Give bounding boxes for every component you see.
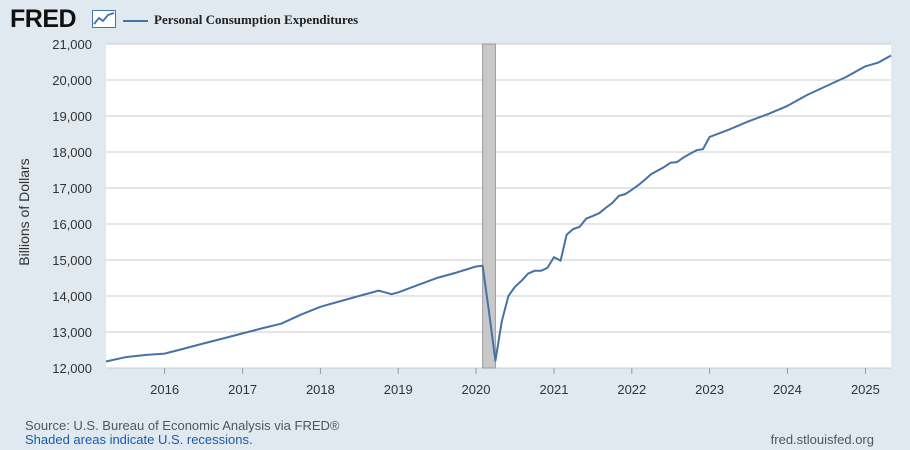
y-axis-label: Billions of Dollars xyxy=(16,158,32,265)
x-tick-label: 2016 xyxy=(150,382,179,397)
y-tick-label: 20,000 xyxy=(52,73,92,88)
x-tick-label: 2017 xyxy=(228,382,257,397)
x-axis-ticks: 2016 2017 2018 2019 2020 2021 2022 2023 2024 2025 xyxy=(150,368,880,397)
y-tick-label: 13,000 xyxy=(52,325,92,340)
y-tick-label: 16,000 xyxy=(52,217,92,232)
x-tick-label: 2021 xyxy=(540,382,569,397)
fred-logo[interactable]: FRED xyxy=(10,5,77,33)
chart-header: FRED Personal Consumption Expenditures xyxy=(0,0,910,40)
x-tick-label: 2025 xyxy=(851,382,880,397)
plot-area xyxy=(106,44,891,368)
legend-label: Personal Consumption Expenditures xyxy=(154,12,359,27)
y-tick-label: 21,000 xyxy=(52,37,92,52)
x-tick-label: 2022 xyxy=(617,382,646,397)
legend-swatch xyxy=(123,20,148,22)
x-tick-label: 2023 xyxy=(695,382,724,397)
x-tick-label: 2018 xyxy=(306,382,335,397)
series-line xyxy=(105,54,892,363)
x-tick-label: 2024 xyxy=(773,382,802,397)
y-tick-label: 19,000 xyxy=(52,109,92,124)
x-tick-label: 2019 xyxy=(384,382,413,397)
y-tick-label: 18,000 xyxy=(52,145,92,160)
y-axis-ticks: 12,000 13,000 14,000 15,000 16,000 17,000 18,0… xyxy=(52,37,92,376)
y-tick-label: 12,000 xyxy=(52,361,92,376)
y-tick-label: 15,000 xyxy=(52,253,92,268)
site-link[interactable]: fred.stlouisfed.org xyxy=(770,432,874,447)
x-tick-label: 2020 xyxy=(462,382,491,397)
recession-note-link[interactable]: Shaded areas indicate U.S. recessions. xyxy=(25,432,253,447)
series-lines xyxy=(105,54,892,363)
gridlines xyxy=(106,43,891,369)
y-tick-label: 17,000 xyxy=(52,181,92,196)
source-note: Source: U.S. Bureau of Economic Analysis… xyxy=(25,418,340,433)
y-tick-label: 14,000 xyxy=(52,289,92,304)
chart-trend-icon xyxy=(92,10,116,33)
